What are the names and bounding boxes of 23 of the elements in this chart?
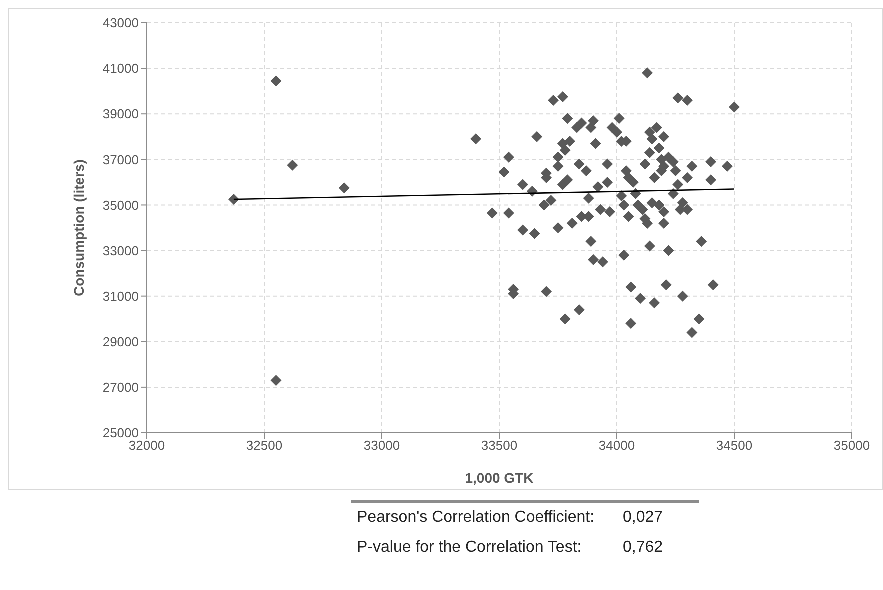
x-tick-label: 32000 (128, 438, 166, 454)
x-tick-label: 33000 (364, 438, 400, 454)
y-axis-title: Consumption (liters) (70, 160, 87, 296)
y-tick-label: 29000 (102, 334, 139, 350)
y-tick-label: 25000 (102, 426, 139, 441)
y-tick-label: 37000 (102, 152, 139, 168)
x-tick-label: 34500 (716, 438, 753, 454)
text: P-value for the Correlation Test: (357, 539, 583, 557)
x-tick-label: 35000 (834, 438, 870, 454)
y-tick-label: 33000 (102, 243, 139, 258)
y-tick-label: 35000 (102, 198, 139, 213)
y-tick-label: 39000 (102, 106, 139, 122)
y-tick-label: 31000 (102, 288, 139, 304)
text: Pearson's Correlation Coefficient: (357, 509, 596, 527)
text: 0,762 (623, 539, 664, 557)
y-tick-label: 43000 (102, 16, 139, 31)
x-axis-title: 1,000 GTK (465, 470, 534, 486)
text: 0,027 (623, 509, 664, 527)
y-tick-label: 27000 (102, 380, 139, 396)
x-tick-label: 34000 (598, 438, 636, 454)
y-tick-label: 41000 (102, 61, 139, 76)
x-tick-label: 32500 (246, 438, 283, 454)
x-tick-label: 33500 (481, 438, 518, 454)
